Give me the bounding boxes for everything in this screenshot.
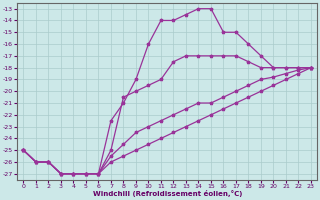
X-axis label: Windchill (Refroidissement éolien,°C): Windchill (Refroidissement éolien,°C): [92, 190, 242, 197]
